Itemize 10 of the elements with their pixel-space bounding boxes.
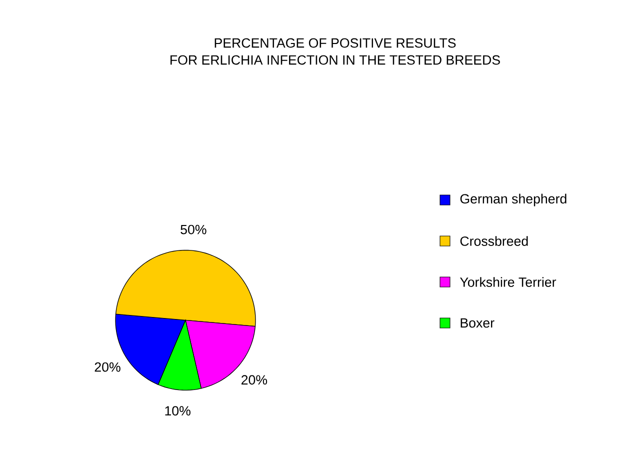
legend-label: Boxer <box>460 318 494 328</box>
chart-title: PERCENTAGE OF POSITIVE RESULTS <box>214 38 456 48</box>
legend-label: German shepherd <box>460 194 566 206</box>
data-label: 10% <box>165 406 190 416</box>
data-label: 20% <box>94 362 120 372</box>
legend-label: Crossbreed <box>460 236 528 246</box>
legend-label: Yorkshire Terrier <box>460 277 556 287</box>
data-label: 50% <box>180 224 206 234</box>
data-label: 20% <box>242 375 268 385</box>
chart-subtitle: FOR ERLICHIA INFECTION IN THE TESTED BREEDS <box>170 55 500 65</box>
